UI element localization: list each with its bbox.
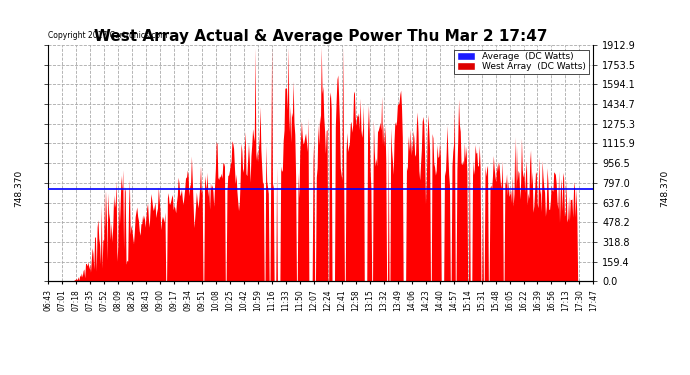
Title: West Array Actual & Average Power Thu Mar 2 17:47: West Array Actual & Average Power Thu Ma… <box>94 29 548 44</box>
Text: 748.370: 748.370 <box>660 170 669 207</box>
Text: Copyright 2017 Cartronics.com: Copyright 2017 Cartronics.com <box>48 31 168 40</box>
Text: 748.370: 748.370 <box>14 170 23 207</box>
Legend: Average  (DC Watts), West Array  (DC Watts): Average (DC Watts), West Array (DC Watts… <box>454 50 589 74</box>
